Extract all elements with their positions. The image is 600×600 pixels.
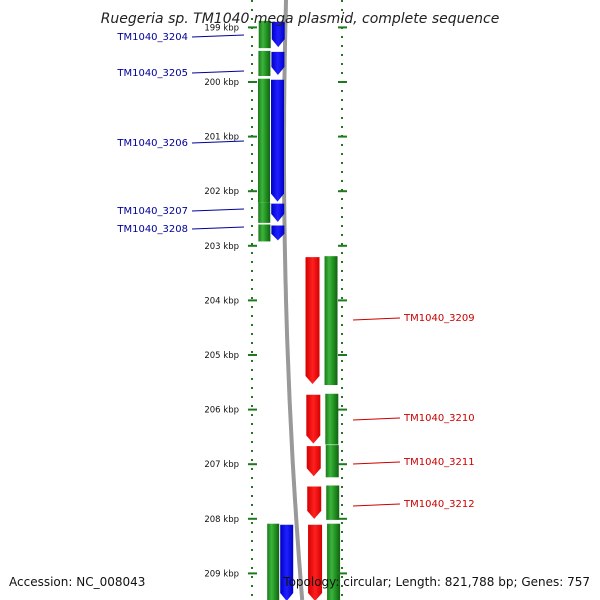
gene-bar — [326, 485, 340, 520]
tick-label: 204 kbp — [204, 296, 239, 306]
label-leader — [352, 503, 401, 507]
feature-TM1040_3212[interactable] — [307, 485, 340, 520]
cds-arrow-forward — [280, 524, 294, 600]
gene-bar — [327, 523, 341, 600]
feature-TM1040_3206[interactable] — [258, 78, 285, 203]
tick-label: 206 kbp — [204, 406, 239, 416]
cds-arrow-reverse — [307, 486, 322, 519]
gene-bar — [258, 20, 271, 49]
cds-arrow-forward — [271, 203, 285, 222]
tick-label: 201 kbp — [204, 133, 239, 143]
label-leader — [191, 208, 245, 212]
cds-arrow-forward — [271, 79, 285, 202]
backbone-line — [282, 0, 305, 600]
gene-bar — [325, 393, 339, 445]
tick-label: 205 kbp — [204, 351, 239, 361]
label-leader — [191, 70, 245, 74]
cds-arrow-forward — [271, 225, 285, 241]
gene-label[interactable]: TM1040_3204 — [116, 32, 188, 43]
label-leader — [191, 140, 245, 144]
gene-label[interactable]: TM1040_3205 — [116, 68, 188, 79]
gene-label[interactable]: TM1040_3206 — [116, 138, 188, 149]
gene-label[interactable]: TM1040_3208 — [116, 224, 188, 235]
tick-label: 203 kbp — [204, 242, 239, 252]
cds-arrow-forward — [271, 21, 285, 48]
feature-TM1040_3207[interactable] — [258, 202, 285, 223]
label-leader — [352, 417, 401, 421]
gene-bar — [324, 256, 338, 386]
tick-label: 207 kbp — [204, 460, 239, 470]
feature-TM1040_3211[interactable] — [306, 445, 339, 478]
accession-text: Accession: NC_008043 — [9, 575, 145, 589]
gene-label[interactable]: TM1040_3211 — [403, 457, 475, 468]
feature-TM1040_3210[interactable] — [306, 393, 339, 445]
feature-labels: TM1040_3204 TM1040_3205 TM1040_3206 TM1040_… — [116, 32, 474, 510]
gene-label[interactable]: TM1040_3209 — [403, 313, 475, 324]
cds-arrow-reverse — [308, 524, 323, 600]
feature-TM1040_3208[interactable] — [258, 224, 285, 242]
feature-tracks — [258, 0, 341, 600]
cds-arrow-reverse — [306, 394, 321, 444]
cds-arrow-reverse — [305, 257, 320, 385]
label-leader — [352, 461, 401, 465]
genome-summary: Topology: circular; Length: 821,788 bp; … — [282, 575, 590, 589]
gene-label[interactable]: TM1040_3212 — [403, 499, 475, 510]
cds-arrow-reverse — [306, 446, 321, 477]
label-leader — [191, 34, 245, 38]
gene-label[interactable]: TM1040_3207 — [116, 206, 188, 217]
gene-bar — [267, 523, 280, 600]
label-leader — [352, 317, 401, 321]
feature-TM1040_3204[interactable] — [258, 20, 285, 49]
gene-bar — [258, 78, 271, 203]
gene-bar — [258, 50, 271, 76]
feature-unlabeled[interactable] — [308, 523, 341, 600]
cds-arrow-forward — [271, 51, 285, 75]
feature-unlabeled[interactable] — [267, 523, 294, 600]
gene-bar — [325, 445, 339, 478]
feature-TM1040_3209[interactable] — [305, 256, 338, 386]
gene-bar — [258, 202, 271, 223]
gene-label[interactable]: TM1040_3210 — [403, 413, 475, 424]
gene-bar — [258, 224, 271, 242]
tick-label: 208 kbp — [204, 515, 239, 525]
feature-TM1040_3205[interactable] — [258, 50, 285, 76]
tick-label: 199 kbp — [204, 23, 239, 33]
scale-ticks: 199 kbp 200 kbp 201 kbp 202 kbp 203 kbp 204 k… — [204, 0, 347, 600]
map-title: Ruegeria sp. TM1040 mega plasmid, comple… — [101, 11, 500, 27]
tick-label: 209 kbp — [204, 569, 239, 579]
tick-label: 202 kbp — [204, 187, 239, 197]
label-leader — [191, 226, 245, 230]
tick-label: 200 kbp — [204, 78, 239, 88]
